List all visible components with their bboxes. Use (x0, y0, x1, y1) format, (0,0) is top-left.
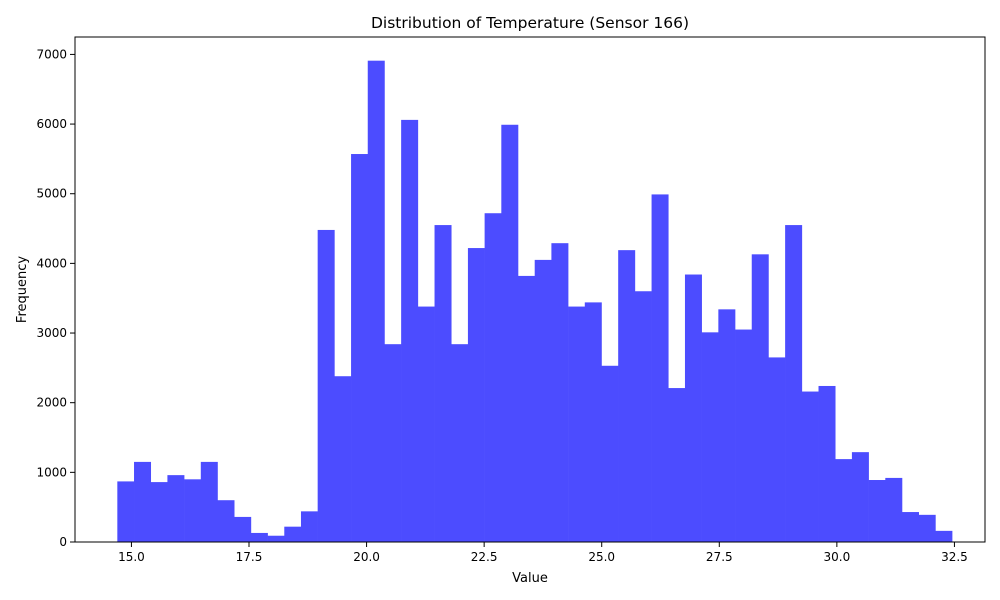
y-tick-label: 2000 (36, 396, 67, 410)
histogram-bar (250, 532, 268, 542)
histogram-bar (684, 274, 702, 542)
x-tick-label: 20.0 (353, 550, 380, 564)
histogram-bar (367, 60, 385, 542)
bars-group (117, 60, 953, 543)
x-tick-label: 15.0 (118, 550, 145, 564)
histogram-bar (417, 306, 435, 542)
chart-title: Distribution of Temperature (Sensor 166) (371, 14, 689, 32)
histogram-bar (518, 275, 536, 542)
histogram-bar (184, 479, 202, 542)
x-axis-ticks: 15.0 17.5 20.0 22.5 25.0 27.5 30.0 32.5 (118, 542, 968, 564)
y-axis-ticks: 0 1000 2000 3000 4000 5000 6000 7000 (36, 47, 75, 549)
histogram-bar (634, 291, 652, 542)
y-axis-label: Frequency (15, 256, 30, 323)
x-tick-label: 22.5 (471, 550, 498, 564)
histogram-bar (334, 376, 352, 542)
histogram-bar (117, 481, 135, 542)
histogram-bar (451, 344, 469, 542)
histogram-bar (601, 365, 619, 542)
histogram-bar (551, 243, 569, 542)
y-tick-label: 3000 (36, 326, 67, 340)
histogram-bar (467, 248, 485, 542)
histogram-bar (167, 475, 185, 542)
x-tick-label: 27.5 (706, 550, 733, 564)
y-tick-label: 6000 (36, 117, 67, 131)
histogram-bar (701, 332, 719, 542)
histogram-bar (434, 225, 452, 542)
y-tick-label: 1000 (36, 465, 67, 479)
histogram-bar (718, 309, 736, 542)
histogram-bar (200, 461, 218, 542)
y-tick-label: 7000 (36, 47, 67, 61)
histogram-bar (885, 477, 903, 542)
histogram-bar (284, 526, 302, 542)
y-tick-label: 0 (59, 535, 67, 549)
histogram-bar (317, 229, 335, 542)
histogram-bar (735, 329, 753, 542)
histogram-bar (484, 213, 502, 542)
x-tick-label: 25.0 (588, 550, 615, 564)
histogram-bar (751, 254, 769, 542)
histogram-bar (217, 500, 235, 542)
histogram-bar (150, 482, 168, 542)
histogram-bar (234, 516, 252, 542)
histogram-bar (668, 388, 686, 542)
x-axis-label: Value (512, 571, 548, 586)
histogram-bar (918, 514, 936, 542)
histogram-bar (901, 512, 919, 542)
histogram-bar (384, 344, 402, 542)
y-tick-label: 5000 (36, 187, 67, 201)
plot-area-frame (74, 36, 986, 543)
histogram-bar (267, 535, 285, 542)
histogram-bar (785, 225, 803, 542)
histogram-bar (818, 385, 836, 542)
histogram-bar (584, 302, 602, 542)
histogram-bar (501, 124, 519, 543)
histogram-bar (300, 511, 318, 542)
histogram-bar (835, 459, 853, 542)
histogram-bar (568, 306, 586, 542)
histogram-bar (935, 530, 953, 542)
y-tick-label: 4000 (36, 256, 67, 270)
x-tick-label: 32.5 (941, 550, 968, 564)
histogram-bar (851, 452, 869, 542)
x-tick-label: 17.5 (236, 550, 263, 564)
histogram-bar (534, 259, 552, 542)
histogram-bar (351, 154, 369, 542)
histogram-bar (651, 194, 669, 542)
histogram-bar (401, 119, 419, 543)
histogram-bar (768, 357, 786, 542)
histogram-bar (618, 250, 636, 542)
histogram-bar (801, 391, 819, 542)
x-tick-label: 30.0 (824, 550, 851, 564)
histogram-bar (868, 480, 886, 542)
histogram-bar (134, 461, 152, 542)
